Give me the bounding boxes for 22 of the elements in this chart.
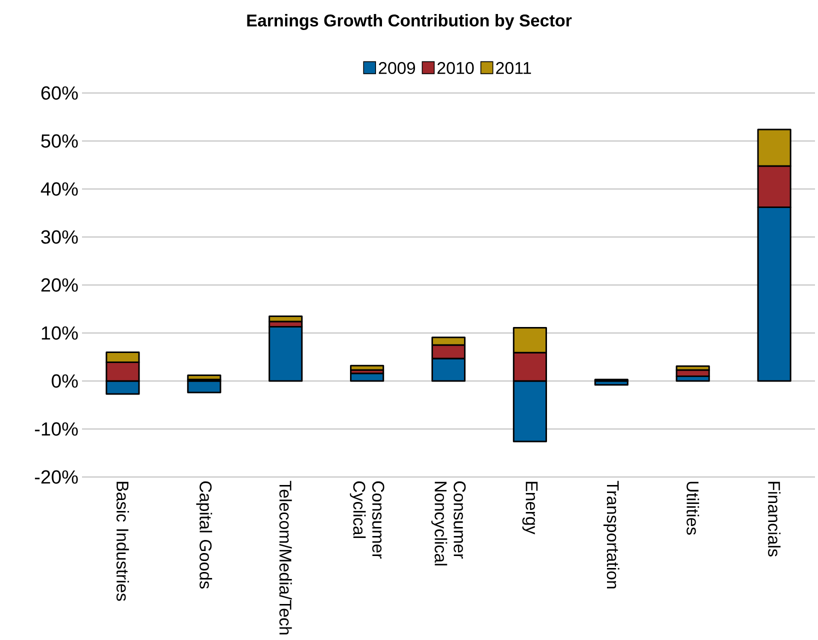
x-tick-label: Consumer Cyclical <box>350 481 384 559</box>
y-tick-label: 50% <box>41 134 78 148</box>
y-tick-label: 30% <box>41 230 78 244</box>
x-tick-label: Capital Goods <box>196 481 212 589</box>
y-tick-label: 60% <box>41 86 78 100</box>
legend-label: 2011 <box>496 62 531 74</box>
x-tick-label: Financials <box>768 482 781 556</box>
x-tick-label: Energy <box>522 482 538 534</box>
x-tick-label: Transportation <box>603 480 620 588</box>
y-tick-label: 40% <box>40 182 78 196</box>
x-tick-label: Basic Industries <box>116 482 129 601</box>
chart-title: Earnings Growth Contribution by Sector <box>247 14 572 30</box>
legend-label: 2009 <box>378 62 416 74</box>
y-tick-label: -10% <box>34 422 78 436</box>
y-tick-label: 20% <box>41 278 78 292</box>
x-tick-label: Telecom/Media/Tech <box>279 480 292 634</box>
y-tick-label: 0% <box>52 374 78 388</box>
y-tick-label: 10% <box>42 326 78 340</box>
y-tick-label: -20% <box>34 470 78 484</box>
legend-label: 2010 <box>437 62 474 74</box>
x-tick-label: Utilities <box>686 482 700 535</box>
x-tick-label: Consumer Noncyclical <box>431 481 466 566</box>
